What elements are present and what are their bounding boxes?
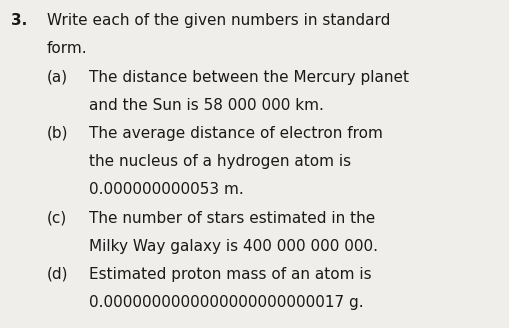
Text: (b): (b): [47, 126, 68, 141]
Text: form.: form.: [47, 41, 88, 56]
Text: The distance between the Mercury planet: The distance between the Mercury planet: [89, 70, 409, 85]
Text: 0.000000000053 m.: 0.000000000053 m.: [89, 182, 244, 197]
Text: the nucleus of a hydrogen atom is: the nucleus of a hydrogen atom is: [89, 154, 351, 169]
Text: The average distance of electron from: The average distance of electron from: [89, 126, 383, 141]
Text: Milky Way galaxy is 400 000 000 000.: Milky Way galaxy is 400 000 000 000.: [89, 239, 378, 254]
Text: Estimated proton mass of an atom is: Estimated proton mass of an atom is: [89, 267, 372, 282]
Text: The number of stars estimated in the: The number of stars estimated in the: [89, 211, 375, 226]
Text: 0.0000000000000000000000017 g.: 0.0000000000000000000000017 g.: [89, 295, 364, 310]
Text: (d): (d): [47, 267, 68, 282]
Text: and the Sun is 58 000 000 km.: and the Sun is 58 000 000 km.: [89, 98, 324, 113]
Text: (a): (a): [47, 70, 68, 85]
Text: 3.: 3.: [11, 13, 27, 28]
Text: Write each of the given numbers in standard: Write each of the given numbers in stand…: [47, 13, 390, 28]
Text: (c): (c): [47, 211, 67, 226]
